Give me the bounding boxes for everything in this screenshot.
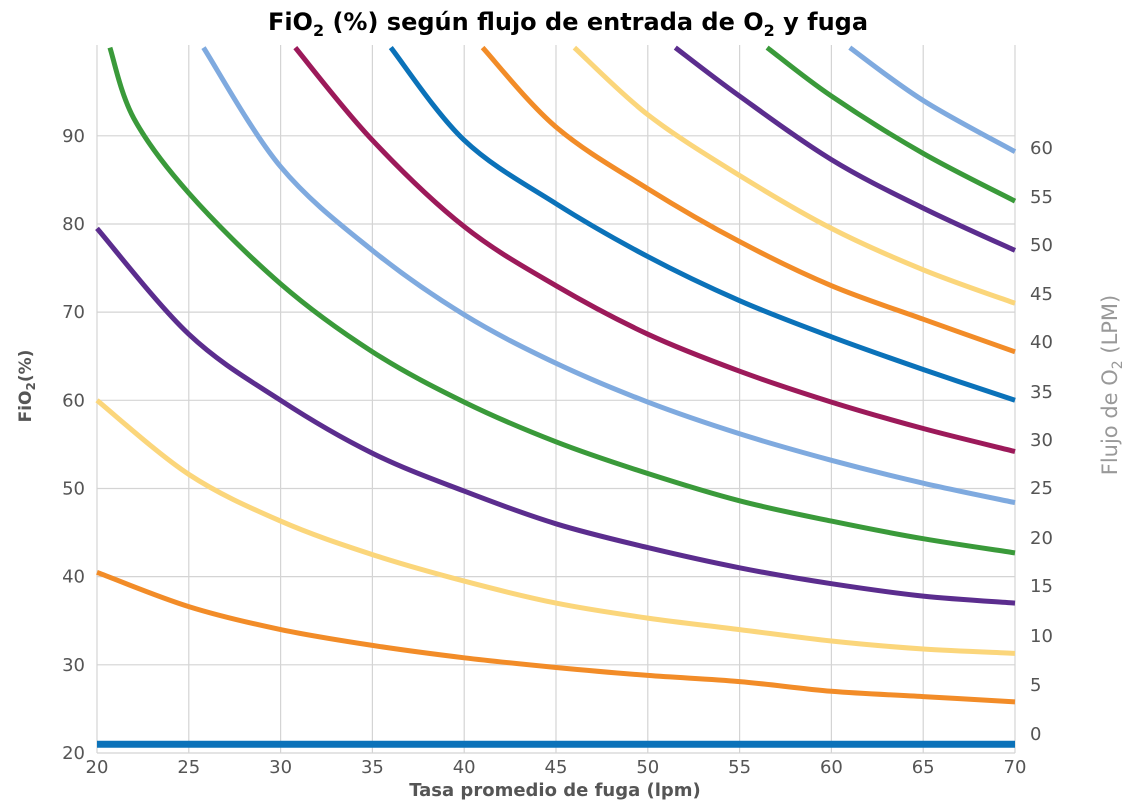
- series-line-10: [95, 398, 1016, 656]
- x-tick-label: 30: [269, 757, 292, 778]
- y-axis-ticks: 20 30 40 50 60 70 80 90: [62, 126, 85, 764]
- y2-tick-label: 10: [1030, 626, 1053, 647]
- y2-tick-label: 5: [1030, 675, 1041, 696]
- y2-axis-ticks: 0 5 10 15 20 25 30 35 40 45 50 55 60: [1030, 138, 1053, 745]
- x-tick-label: 70: [1004, 757, 1027, 778]
- x-axis-ticks: 20 25 30 35 40 45 50 55 60 65 70: [86, 757, 1027, 778]
- x-tick-label: 25: [177, 757, 200, 778]
- series-lines: [95, 45, 1017, 748]
- series-line-60: [848, 45, 1017, 154]
- series-line-45: [572, 45, 1016, 306]
- x-tick-label: 35: [361, 757, 384, 778]
- y2-tick-label: 60: [1030, 138, 1053, 159]
- y2-tick-label: 50: [1030, 235, 1053, 256]
- grid-lines: [96, 45, 1016, 754]
- y2-tick-label: 20: [1030, 528, 1053, 549]
- x-tick-label: 45: [545, 757, 568, 778]
- x-tick-label: 55: [728, 757, 751, 778]
- y2-tick-label: 25: [1030, 478, 1053, 499]
- y-tick-label: 20: [62, 743, 85, 764]
- series-line-30: [293, 46, 1016, 454]
- y-tick-label: 30: [62, 655, 85, 676]
- x-tick-label: 65: [912, 757, 935, 778]
- chart-title: FiO2 (%) según flujo de entrada de O2 y …: [268, 8, 868, 40]
- y2-tick-label: 35: [1030, 382, 1053, 403]
- y-axis-label: FiO2(%): [16, 350, 38, 423]
- x-tick-label: 20: [86, 757, 109, 778]
- series-line-5: [96, 569, 1016, 705]
- y2-tick-label: 40: [1030, 332, 1053, 353]
- y-tick-label: 40: [62, 567, 85, 588]
- series-line-55: [765, 45, 1017, 204]
- y-tick-label: 60: [62, 390, 85, 411]
- y-tick-label: 50: [62, 478, 85, 499]
- series-line-25: [201, 46, 1016, 506]
- x-tick-label: 50: [636, 757, 659, 778]
- y2-tick-label: 45: [1030, 284, 1053, 305]
- x-tick-label: 40: [453, 757, 476, 778]
- y2-tick-label: 55: [1030, 187, 1053, 208]
- y2-tick-label: 15: [1030, 576, 1053, 597]
- series-line-40: [480, 45, 1016, 355]
- y-tick-label: 80: [62, 214, 85, 235]
- series-line-50: [673, 45, 1017, 253]
- y2-tick-label: 0: [1030, 724, 1041, 745]
- y-tick-label: 70: [62, 302, 85, 323]
- x-axis-label: Tasa promedio de fuga (lpm): [409, 780, 701, 801]
- x-tick-label: 60: [820, 757, 843, 778]
- y-tick-label: 90: [62, 126, 85, 147]
- series-line-35: [388, 46, 1016, 403]
- series-line-20: [107, 46, 1016, 556]
- y2-axis-label: Flujo de O2 (LPM): [1098, 295, 1126, 476]
- series-line-15: [95, 226, 1016, 606]
- y2-tick-label: 30: [1030, 430, 1053, 451]
